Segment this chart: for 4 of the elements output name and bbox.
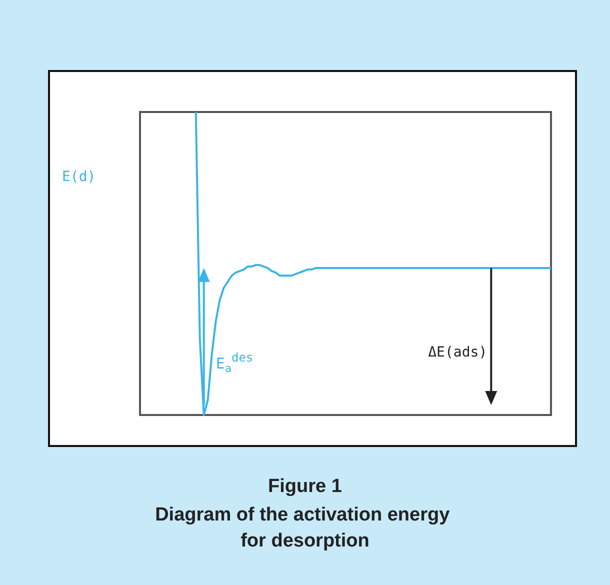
- y-axis-title: E(d): [62, 169, 96, 185]
- text: Diagram of the activation energy for desorption: [155, 504, 455, 552]
- text: Figure 1: [268, 476, 342, 497]
- annotation: ΔE(ads): [428, 344, 488, 361]
